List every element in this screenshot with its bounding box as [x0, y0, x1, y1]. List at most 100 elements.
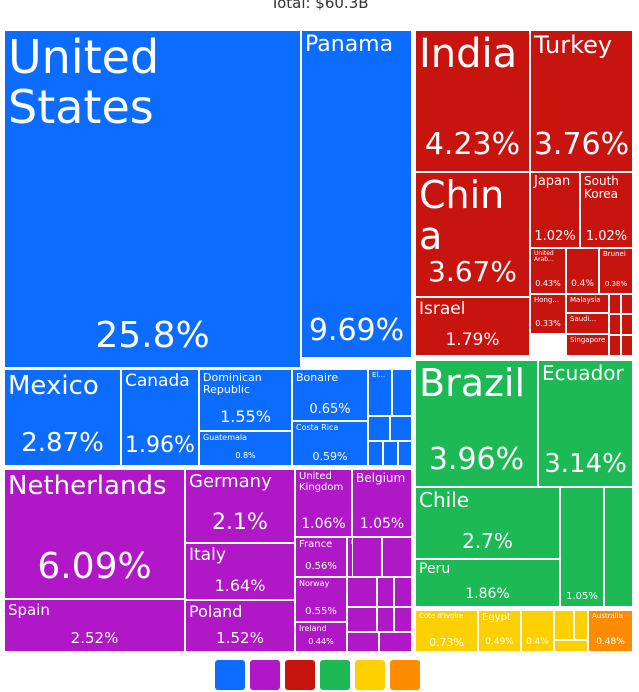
tile: Poland 1.52% [185, 600, 295, 652]
tile-name: France [299, 539, 333, 550]
tile-value: 1.05% [566, 591, 598, 602]
region-icon[interactable] [320, 660, 350, 690]
tile: United Kingdom 1.06% [295, 469, 352, 537]
tile-value: 4.23% [424, 127, 521, 162]
tile-name: Dominican Republic [203, 371, 262, 396]
tile: 0.4% [566, 248, 599, 294]
tile-value: 0.56% [305, 561, 337, 572]
minor-tile [609, 294, 621, 314]
tile-value: 3.14% [544, 448, 627, 479]
tile: Ecuador 3.14% [538, 360, 633, 487]
tile: Israel 1.79% [415, 297, 530, 356]
minor-tile [621, 335, 633, 356]
tile: 1.05% [560, 487, 604, 607]
tile: Ireland 0.44% [295, 622, 347, 652]
tile-name: South Korea [584, 174, 619, 201]
tile-name: Italy [189, 545, 226, 565]
tile-name: Belgium [356, 471, 406, 485]
tile-name: Brunei [603, 250, 626, 258]
tile: Canada 1.96% [121, 369, 199, 466]
tile-name: Ecuador [542, 361, 624, 385]
tile-value: 0.8% [235, 451, 256, 460]
minor-tile [392, 369, 412, 416]
region-icon[interactable] [355, 660, 385, 690]
tile: India 4.23% [415, 30, 530, 172]
tile-value: 0.65% [309, 401, 351, 417]
minor-tile [379, 632, 412, 652]
tile-name: Netherlands [8, 471, 167, 501]
tile: Brazil 3.96% [415, 360, 538, 487]
tile-name: United States [8, 30, 160, 134]
tile: Mexico 2.87% [4, 369, 121, 466]
region-icon[interactable] [285, 660, 315, 690]
tile-name: Bonaire [296, 371, 339, 384]
tile: Netherlands 6.09% [4, 469, 185, 599]
tile-name: Cote d'Ivoire [419, 612, 464, 620]
tile-name: Germany [189, 471, 272, 492]
tile-name: Japan [534, 174, 571, 189]
region-icon[interactable] [215, 660, 245, 690]
minor-tile [394, 607, 412, 632]
tile-name: Malaysia [570, 296, 601, 304]
tile-name: Spain [8, 601, 50, 619]
tile-value: 2.1% [212, 510, 268, 536]
tile-value: 2.7% [462, 529, 513, 553]
tile: Belgium 1.05% [352, 469, 412, 537]
tile-name: Egypt [482, 612, 511, 623]
tile-name: Costa Rica [296, 423, 339, 432]
tile: Dominican Republic 1.55% [199, 369, 292, 431]
tile-value: 1.55% [220, 406, 271, 426]
region-icon[interactable] [250, 660, 280, 690]
tile-value: 0.33% [535, 319, 561, 328]
minor-tile [398, 441, 412, 466]
tile-name: United Arab... [534, 250, 554, 264]
tile-value: 1.52% [216, 629, 264, 647]
tile-value: 1.79% [445, 330, 500, 351]
tile: Chile 2.7% [415, 487, 560, 559]
tile: Costa Rica 0.59% [292, 421, 368, 466]
tile-name: Canada [125, 371, 190, 391]
minor-tile [383, 441, 398, 466]
minor-tile [368, 416, 390, 441]
tile: Italy 1.64% [185, 543, 295, 600]
minor-tile [621, 314, 633, 335]
tile-name: Singapore [570, 336, 606, 344]
tile: 0.4% [521, 610, 554, 652]
tile: South Korea 1.02% [580, 172, 633, 248]
tile-value: 2.52% [70, 629, 119, 647]
tile: Panama 9.69% [301, 30, 412, 358]
minor-tile [390, 416, 412, 441]
tile-value: 1.86% [465, 586, 510, 603]
tile: El... [368, 369, 392, 416]
tile-value: 1.64% [214, 575, 266, 595]
region-icon[interactable] [390, 660, 420, 690]
tile-name: Chile [419, 488, 470, 512]
tile: Hong... 0.33% [530, 294, 566, 334]
tile: Peru 1.86% [415, 559, 560, 607]
tile: Germany 2.1% [185, 469, 295, 543]
tile-value: 6.09% [37, 545, 152, 587]
tile: Bonaire 0.65% [292, 369, 368, 421]
minor-tile [554, 610, 574, 640]
tile: Brunei 0.38% [599, 248, 633, 294]
tile-value: 3.76% [533, 127, 630, 162]
minor-tile [574, 610, 588, 640]
minor-tile [621, 294, 633, 314]
tile-value: 3.67% [428, 254, 517, 288]
minor-tile [604, 487, 633, 607]
tile: Saudi... [566, 313, 609, 334]
tile-name: Australia [592, 612, 623, 620]
tile-name: China [419, 173, 505, 259]
minor-tile [352, 537, 382, 577]
tile-value: 0.49% [485, 636, 514, 647]
minor-tile [368, 441, 383, 466]
tile: Turkey 3.76% [530, 30, 633, 172]
minor-tile [347, 607, 377, 632]
tile: Malaysia [566, 294, 609, 313]
tile-value: 25.8% [95, 314, 210, 356]
tile: Japan 1.02% [530, 172, 580, 248]
tile-value: 1.96% [125, 433, 195, 459]
tile-value: 0.43% [535, 279, 561, 288]
tile-name: Saudi... [570, 315, 597, 323]
tile-name: Panama [305, 32, 394, 57]
